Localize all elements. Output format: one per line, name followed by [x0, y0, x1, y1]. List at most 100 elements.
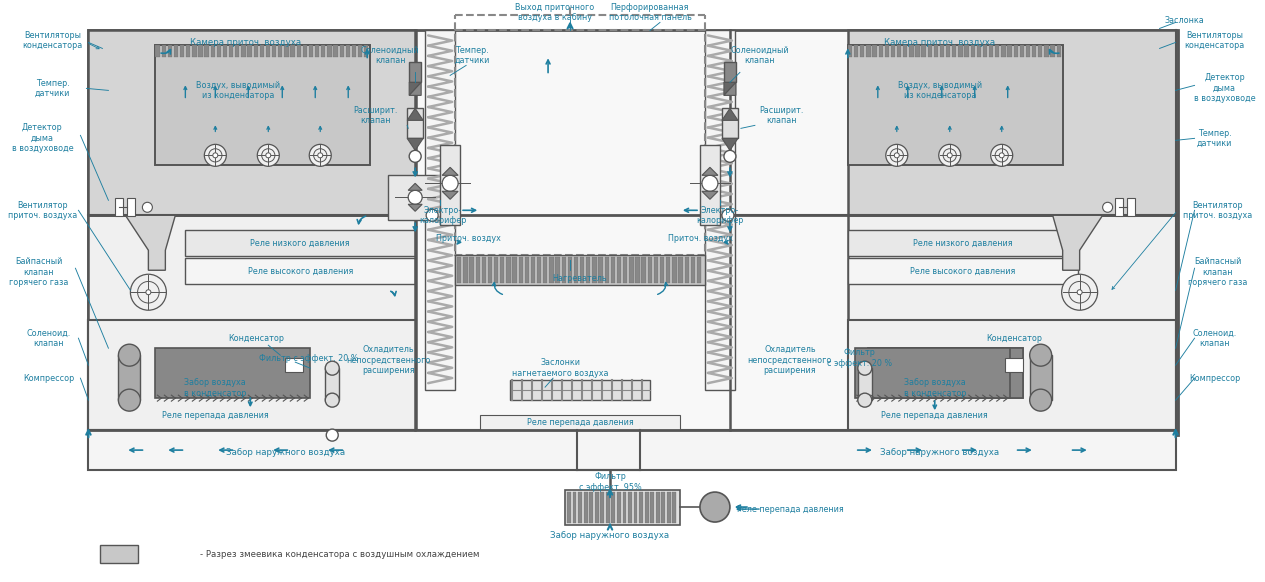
Bar	[229, 45, 233, 58]
Text: Байпасный
клапан
горячего газа: Байпасный клапан горячего газа	[9, 257, 68, 287]
Polygon shape	[409, 83, 421, 95]
Bar	[848, 320, 1175, 430]
Bar	[634, 492, 638, 523]
Text: Приточ. воздух: Приточ. воздух	[668, 234, 732, 243]
Bar	[358, 45, 362, 58]
Bar	[617, 492, 621, 523]
Text: Соленоид.
клапан: Соленоид. клапан	[27, 328, 71, 348]
Circle shape	[309, 144, 331, 166]
Bar	[352, 45, 355, 58]
Circle shape	[1103, 203, 1113, 212]
Bar	[868, 348, 1022, 398]
Bar	[519, 257, 522, 283]
Bar	[291, 45, 295, 58]
Bar	[897, 45, 901, 58]
Bar	[595, 492, 598, 523]
Bar	[655, 492, 659, 523]
Text: Забор наружного воздуха: Забор наружного воздуха	[550, 531, 669, 540]
Bar	[589, 492, 593, 523]
Bar	[977, 45, 982, 58]
Text: Расширит.
клапан: Расширит. клапан	[760, 106, 805, 125]
Text: Байпасный
клапан
горячего газа: Байпасный клапан горячего газа	[1188, 257, 1247, 287]
Bar	[538, 257, 541, 283]
Text: Выход приточного
воздуха в кабину: Выход приточного воздуха в кабину	[515, 3, 595, 22]
Bar	[903, 45, 907, 58]
Text: Охладитель
непосредственного
расширения: Охладитель непосредственного расширения	[347, 345, 430, 375]
Bar	[409, 62, 421, 83]
Bar	[259, 45, 264, 58]
Bar	[463, 257, 468, 283]
Bar	[722, 108, 737, 139]
Polygon shape	[724, 83, 736, 95]
Bar	[457, 257, 462, 283]
Text: Нагреватель: Нагреватель	[553, 274, 607, 283]
Circle shape	[1061, 274, 1098, 310]
Text: Соленоидный
клапан: Соленоидный клапан	[361, 46, 420, 65]
Bar	[996, 45, 999, 58]
Text: Детектор
дыма
в воздуховоде: Детектор дыма в воздуховоде	[11, 123, 73, 153]
Circle shape	[1078, 290, 1082, 294]
Bar	[156, 45, 159, 58]
Bar	[278, 45, 282, 58]
Text: Электро-
калорифер: Электро- калорифер	[420, 205, 467, 225]
Bar	[678, 257, 683, 283]
Bar	[660, 257, 664, 283]
Bar	[1030, 355, 1051, 400]
Bar	[364, 45, 368, 58]
Bar	[266, 45, 271, 58]
Bar	[884, 45, 889, 58]
Circle shape	[266, 153, 271, 158]
Bar	[100, 545, 138, 563]
Text: Забор воздуха
в конденсатор: Забор воздуха в конденсатор	[903, 378, 966, 398]
Circle shape	[858, 361, 872, 375]
Bar	[635, 257, 640, 283]
Bar	[173, 45, 178, 58]
Bar	[672, 257, 677, 283]
Bar	[946, 45, 950, 58]
Bar	[573, 492, 577, 523]
Bar	[581, 257, 584, 283]
Polygon shape	[407, 139, 424, 150]
Bar	[622, 492, 626, 523]
Text: Реле перепада давления: Реле перепада давления	[736, 505, 844, 513]
Text: Фильтр
с эффект. 95%: Фильтр с эффект. 95%	[578, 473, 641, 492]
Bar	[601, 492, 605, 523]
Bar	[673, 492, 677, 523]
Bar	[568, 257, 572, 283]
Bar	[565, 490, 681, 525]
Bar	[586, 257, 591, 283]
Polygon shape	[702, 168, 719, 175]
Bar	[199, 45, 202, 58]
Bar	[388, 175, 443, 220]
Text: Камера приточ. воздуха: Камера приточ. воздуха	[190, 38, 301, 47]
Bar	[611, 492, 615, 523]
Bar	[321, 45, 325, 58]
Bar	[482, 257, 486, 283]
Bar	[1127, 198, 1135, 217]
Circle shape	[318, 153, 323, 158]
Bar	[848, 45, 853, 58]
Bar	[916, 45, 920, 58]
Bar	[648, 257, 651, 283]
Bar	[854, 45, 858, 58]
Circle shape	[722, 210, 734, 221]
Circle shape	[257, 144, 280, 166]
Circle shape	[702, 175, 719, 191]
Bar	[940, 45, 944, 58]
Bar	[964, 45, 969, 58]
Polygon shape	[722, 139, 737, 150]
Circle shape	[1030, 344, 1051, 366]
Bar	[624, 257, 627, 283]
Bar	[873, 45, 877, 58]
Bar	[325, 368, 339, 400]
Circle shape	[1030, 389, 1051, 411]
Bar	[440, 146, 460, 225]
Bar	[1050, 45, 1055, 58]
Bar	[611, 257, 615, 283]
Bar	[700, 146, 720, 225]
Bar	[89, 430, 1175, 470]
Text: Фильтр с эффект. 20 %: Фильтр с эффект. 20 %	[258, 354, 358, 363]
Circle shape	[700, 492, 730, 522]
Bar	[210, 45, 215, 58]
Bar	[867, 45, 870, 58]
